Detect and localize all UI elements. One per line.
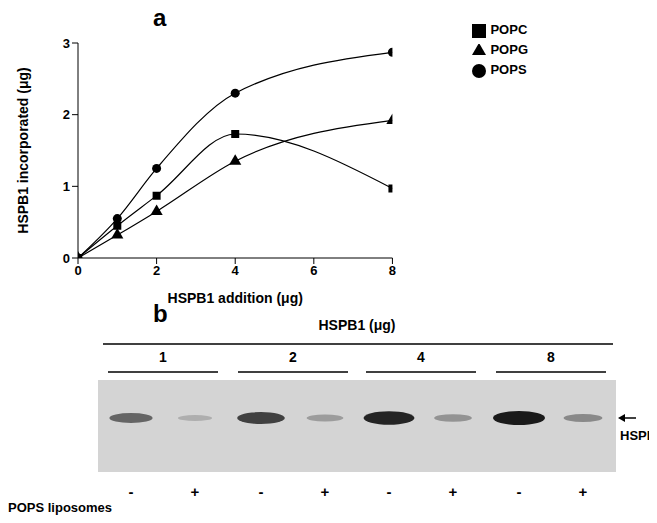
svg-text:2: 2	[153, 263, 160, 278]
svg-text:HSPB1 incorporated (μg): HSPB1 incorporated (μg)	[15, 67, 31, 233]
svg-text:+: +	[321, 483, 330, 500]
svg-text:-: -	[259, 483, 264, 500]
svg-text:4: 4	[417, 349, 425, 365]
svg-text:8: 8	[389, 263, 396, 278]
svg-text:-: -	[129, 483, 134, 500]
svg-text:2: 2	[289, 349, 297, 365]
svg-text:+: +	[579, 483, 588, 500]
html-text:POPS: POPS	[490, 62, 527, 77]
svg-text:-: -	[517, 483, 522, 500]
html-text:POPG: POPG	[490, 42, 528, 57]
svg-text:8: 8	[547, 349, 555, 365]
svg-text:1: 1	[63, 179, 70, 194]
svg-text:POPS liposomes: POPS liposomes	[8, 500, 112, 515]
svg-text:2: 2	[63, 107, 70, 122]
svg-text:1: 1	[159, 349, 167, 365]
html-text:POPC: POPC	[490, 22, 528, 37]
svg-text:4: 4	[232, 263, 240, 278]
svg-text:0: 0	[74, 263, 81, 278]
svg-text:+: +	[191, 483, 200, 500]
svg-text:3: 3	[63, 36, 70, 51]
svg-text:b: b	[153, 300, 168, 327]
svg-text:HSPB1: HSPB1	[620, 428, 649, 443]
svg-text:HSPB1 (μg): HSPB1 (μg)	[318, 317, 395, 333]
html-text:a: a	[153, 4, 167, 31]
svg-text:-: -	[387, 483, 392, 500]
svg-text:6: 6	[310, 263, 317, 278]
svg-text:+: +	[449, 483, 458, 500]
svg-text:0: 0	[63, 251, 70, 266]
svg-text:HSPB1 addition (μg): HSPB1 addition (μg)	[168, 290, 303, 306]
